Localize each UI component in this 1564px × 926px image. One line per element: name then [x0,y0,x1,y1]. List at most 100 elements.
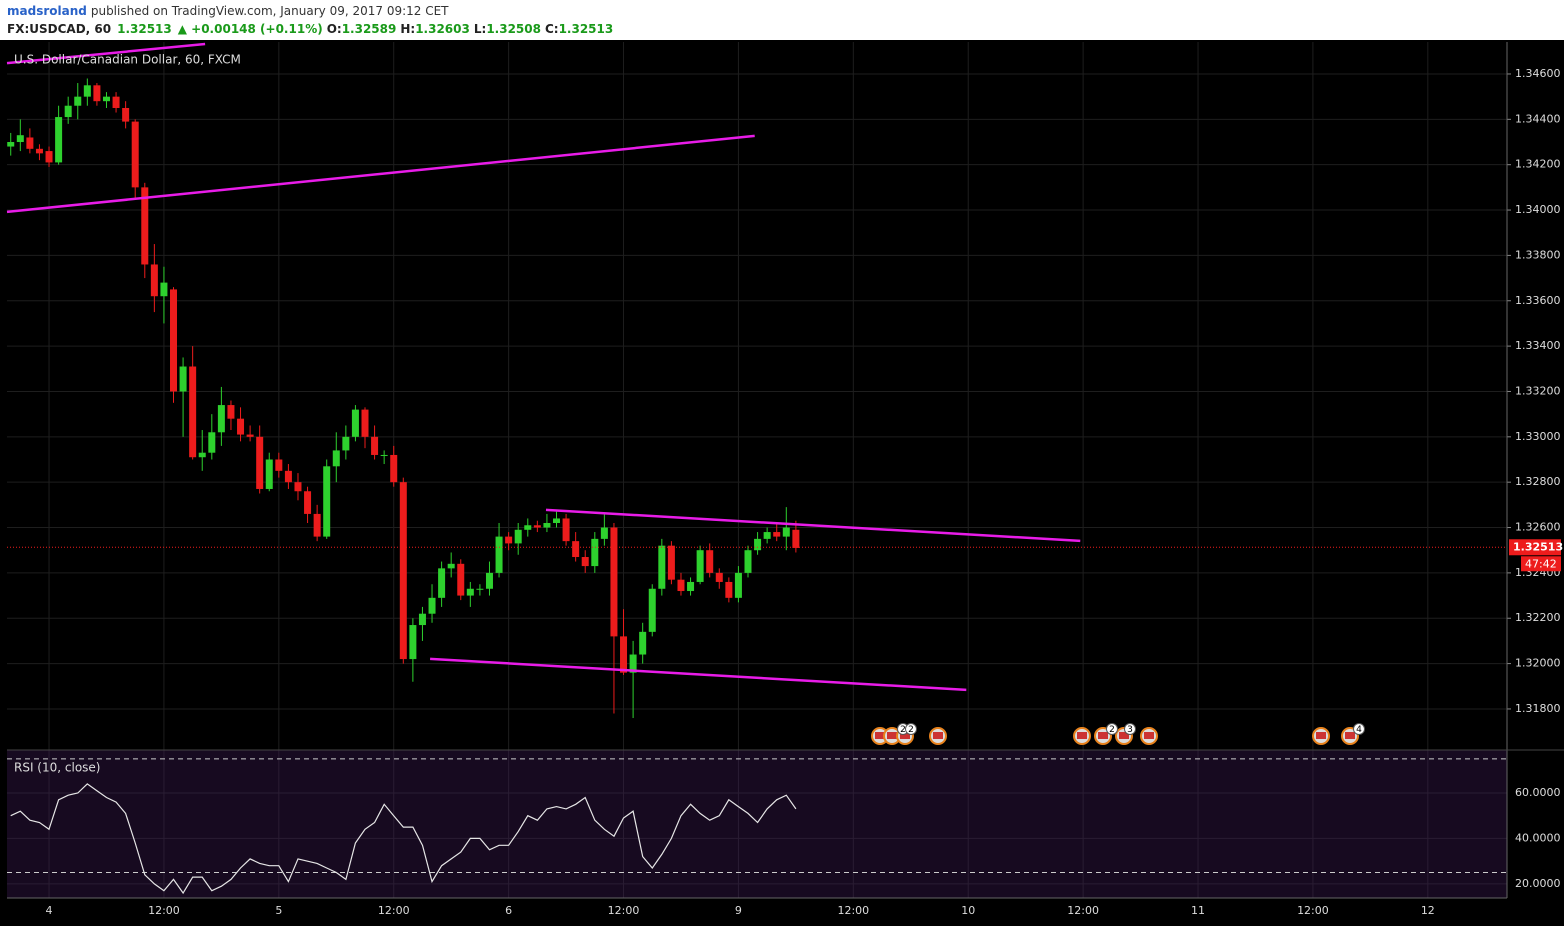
last-price-label: 1.32513 [1513,540,1563,553]
candle-body [342,436,350,451]
candle-body [706,550,714,573]
x-tick-label: 11 [1191,904,1205,917]
candle-body [428,597,436,614]
candle-body [304,491,312,514]
candle-body [648,588,656,632]
event-count: 2 [900,725,906,735]
candle-body [122,107,130,122]
x-tick-label: 12:00 [1067,904,1099,917]
candle-body [150,264,158,297]
x-tick-label: 12:00 [1297,904,1329,917]
candle-body [227,405,235,419]
candle-body [246,434,254,437]
ohlc-label: C: [545,22,559,36]
published: published on TradingView.com, January 09… [91,4,449,18]
y-tick-label: 1.32200 [1515,611,1561,624]
x-tick-label: 6 [505,904,512,917]
x-tick-label: 10 [961,904,975,917]
candle-body [112,96,120,108]
event-flag [900,732,910,739]
candle-body [409,625,417,660]
candle-body [7,142,15,147]
y-tick-label: 1.31800 [1515,702,1561,715]
candle-body [677,579,685,592]
event-badge [905,723,917,735]
y-tick-label: 1.32600 [1515,521,1561,534]
author: madsroland [7,4,87,18]
candle-body [734,572,742,598]
candle-body [35,148,43,154]
trend-line [430,657,967,692]
symbol-line: FX:USDCAD, 60 1.32513 ▲ +0.00148 (+0.11%) O… [7,22,613,36]
candle-body [102,96,110,102]
y-tick-label: 1.34400 [1515,112,1561,125]
header-bg [0,0,1564,40]
candle-body [198,452,206,458]
candle-body [744,550,752,573]
candle-body [275,459,283,471]
event-flag [1345,732,1355,739]
candle-body [323,466,331,537]
x-tick-label: 4 [46,904,53,917]
ohlc-label: H: [400,22,415,36]
candle-body [83,85,91,97]
candle-body [237,418,245,435]
candle-body [371,436,379,455]
price: 1.32513 [117,22,172,36]
y-tick-label: 20.0000 [1515,877,1561,890]
candle-body [600,527,608,539]
event-flag [933,732,943,739]
event-flag [1144,732,1154,739]
candle-body [553,518,561,523]
candle-body [332,450,340,467]
event-flag [1098,732,1108,739]
x-tick-label: 12 [1421,904,1435,917]
x-tick-label: 9 [735,904,742,917]
y-tick-label: 1.32800 [1515,475,1561,488]
y-tick-label: 1.33000 [1515,430,1561,443]
candle-body [524,525,532,530]
y-tick-label: 1.33600 [1515,294,1561,307]
candle-body [208,432,216,453]
candle-body [265,459,273,489]
candle-body [438,568,446,598]
ohlc-label: L: [474,22,486,36]
candle-body [629,654,637,673]
event-badge [1124,723,1136,735]
candle-body [533,525,541,528]
trend-line [6,134,755,214]
ohlc-label: O: [327,22,342,36]
candle-body [179,366,187,392]
candle-body [658,545,666,589]
candle-body [294,482,302,492]
y-tick-label: 1.33400 [1515,339,1561,352]
y-tick-label: 1.33200 [1515,384,1561,397]
trend-line [545,508,1081,543]
candle-body [754,538,762,551]
event-count: 3 [1127,725,1133,735]
trend-line [6,42,206,65]
rsi-title: RSI (10, close) [14,761,100,775]
candle-body [390,454,398,483]
candle-body [217,405,225,433]
y-tick-label: 1.33800 [1515,248,1561,261]
candle-body [639,631,647,655]
ohlc-value: 1.32508 [486,22,541,36]
candle-body [792,529,800,548]
event-badge [1106,723,1118,735]
candle-body [313,513,321,537]
candle-body [45,151,53,163]
candle-body [457,563,465,596]
event-flag [1119,732,1129,739]
candle-body [696,550,704,582]
rsi-line [10,783,797,895]
y-tick-label: 40.0000 [1515,831,1561,844]
countdown-box [1521,556,1561,572]
candle-body [256,436,264,489]
event-count: 4 [1356,725,1362,735]
chart-title: U.S. Dollar/Canadian Dollar, 60, FXCM [14,53,241,67]
candle-body [476,588,484,590]
candle-body [351,409,359,437]
ohlc-value: 1.32589 [342,22,397,36]
x-tick-label: 12:00 [608,904,640,917]
